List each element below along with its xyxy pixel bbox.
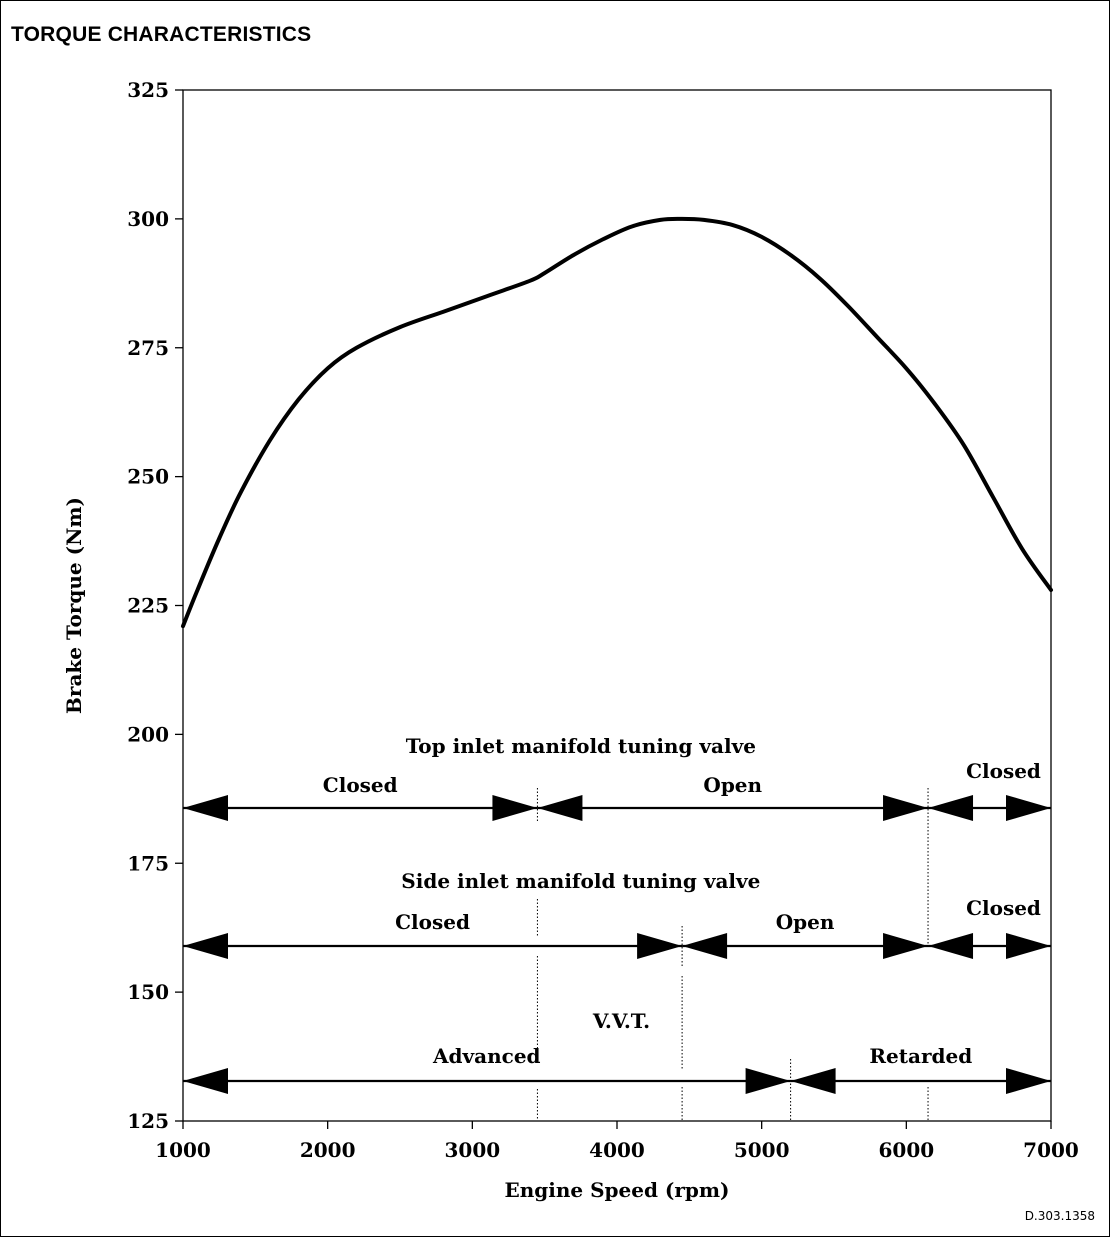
x-tick-label: 1000 — [155, 1138, 211, 1162]
arrowhead-right — [883, 795, 929, 821]
x-tick-label: 5000 — [734, 1138, 790, 1162]
segment-label: Closed — [966, 759, 1041, 783]
arrowhead-left — [790, 1068, 836, 1094]
x-axis-label: Engine Speed (rpm) — [504, 1178, 729, 1202]
x-tick-label: 6000 — [878, 1138, 934, 1162]
reference-code: D.303.1358 — [1024, 1209, 1095, 1223]
y-tick-label: 150 — [127, 980, 169, 1004]
x-tick-label: 2000 — [300, 1138, 356, 1162]
arrowhead-right — [637, 933, 683, 959]
chart-title: TORQUE CHARACTERISTICS — [11, 23, 312, 46]
arrowhead-left — [682, 933, 728, 959]
arrowhead-right — [883, 933, 929, 959]
plot-area-frame — [182, 89, 1052, 1122]
arrowhead-left — [928, 933, 974, 959]
segment-label: Open — [776, 910, 835, 934]
x-tick-label: 4000 — [589, 1138, 645, 1162]
y-tick-label: 125 — [127, 1109, 169, 1133]
x-tick-label: 3000 — [444, 1138, 500, 1162]
arrowhead-right — [745, 1068, 791, 1094]
arrowhead-left — [537, 795, 583, 821]
segment-label: Retarded — [869, 1044, 972, 1068]
arrowhead-right — [1006, 933, 1051, 959]
annotation-heading: V.V.T. — [592, 1009, 650, 1033]
arrowhead-left — [183, 795, 228, 821]
annotation-heading: Side inlet manifold tuning valve — [401, 869, 760, 893]
y-tick-label: 225 — [127, 594, 169, 618]
torque-curve — [181, 216, 1053, 629]
arrowhead-left — [183, 933, 228, 959]
segment-label: Closed — [323, 773, 398, 797]
arrowhead-right — [492, 795, 538, 821]
arrowhead-left — [928, 795, 974, 821]
y-tick-label: 175 — [127, 851, 169, 875]
arrowhead-right — [1006, 795, 1051, 821]
arrowhead-right — [1006, 1068, 1051, 1094]
y-tick-label: 200 — [127, 722, 169, 746]
annotation-heading: Top inlet manifold tuning valve — [406, 734, 756, 758]
segment-label: Open — [703, 773, 762, 797]
y-tick-label: 325 — [127, 78, 169, 102]
y-tick-label: 300 — [127, 207, 169, 231]
segment-label: Closed — [966, 896, 1041, 920]
x-tick-label: 7000 — [1023, 1138, 1079, 1162]
y-tick-label: 275 — [127, 336, 169, 360]
arrowhead-left — [183, 1068, 228, 1094]
segment-label: Advanced — [432, 1044, 541, 1068]
segment-label: Closed — [395, 910, 470, 934]
y-axis-label: Brake Torque (Nm) — [62, 497, 86, 714]
y-tick-label: 250 — [127, 465, 169, 489]
